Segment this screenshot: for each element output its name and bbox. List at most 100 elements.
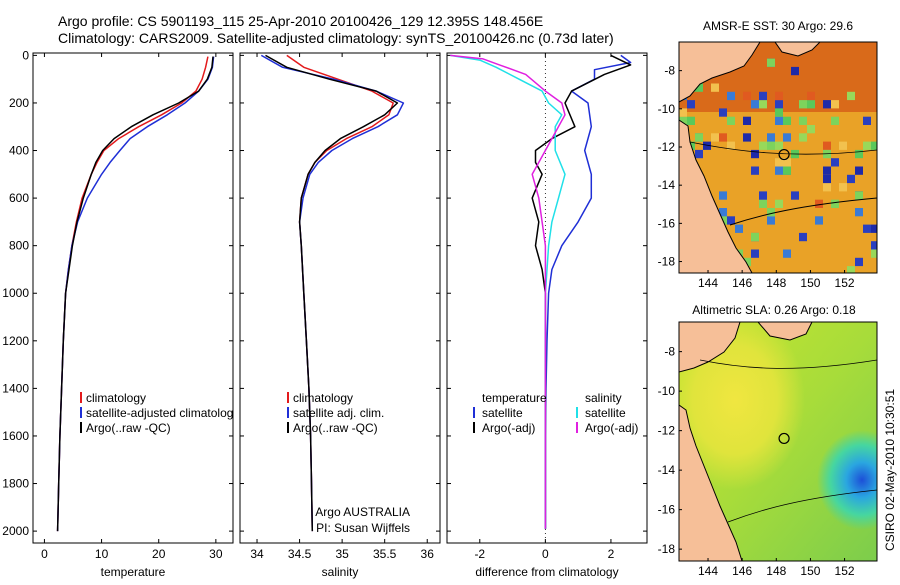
salinity-xlabel: salinity [322, 565, 359, 579]
depth-tick-label: 2000 [2, 524, 29, 538]
sst-map-frame [678, 41, 878, 274]
sst-cell [823, 174, 831, 184]
sst-cell [783, 166, 791, 175]
sst-cell [783, 249, 791, 258]
sst-cell [855, 191, 863, 200]
salinity-legend-label: climatology [293, 391, 353, 405]
sst-cell [695, 133, 703, 142]
sst-cell [727, 116, 735, 125]
sst-cell [775, 108, 783, 117]
depth-tick-label: 1200 [2, 334, 29, 348]
header-line-1: Argo profile: CS 5901193_115 25-Apr-2010… [58, 13, 543, 29]
sst-cell [847, 174, 855, 184]
sst-cell [775, 91, 783, 101]
argo-annotation-org: Argo AUSTRALIA [315, 505, 410, 519]
sst-cell [799, 232, 807, 242]
depth-tick-label: 1000 [2, 286, 29, 300]
sst-cell [703, 141, 711, 150]
sst-cell [847, 266, 855, 273]
map-ytick-label: -14 [658, 178, 676, 192]
sst-cell [871, 241, 877, 250]
sst-cell [863, 141, 871, 150]
map-xtick-label: 146 [732, 564, 752, 578]
map-ytick-label: -8 [664, 64, 675, 78]
map-ytick-label: -8 [664, 345, 675, 359]
sst-cell [791, 66, 799, 76]
sst-cell [831, 116, 839, 125]
map-xtick-label: 146 [732, 276, 752, 290]
sst-cell [775, 100, 783, 109]
sst-cell [735, 224, 743, 233]
sst-cell [719, 208, 727, 217]
sst-cell [767, 58, 775, 67]
sst-cell [799, 133, 807, 142]
sst-land-island [774, 42, 821, 57]
map-ytick-label: -14 [658, 463, 676, 477]
difference-legend-label: Argo(-adj) [482, 421, 535, 435]
sla-land-island [757, 322, 813, 341]
sst-cell [743, 116, 751, 125]
panel-difference: -2 0 2 difference from climatology temperatu… [446, 52, 648, 579]
map-xtick-label: 150 [800, 564, 820, 578]
difference-xtick-label: 2 [608, 547, 615, 561]
sst-cell [751, 249, 759, 258]
sst-cell [823, 100, 831, 109]
map-xtick-label: 152 [835, 276, 855, 290]
map-xtick-label: 144 [698, 276, 718, 290]
sst-cell [871, 224, 877, 233]
sst-cell [823, 183, 831, 192]
sst-cell [719, 133, 727, 142]
sst-map-title: AMSR-E SST: 30 Argo: 29.6 [703, 19, 853, 33]
salinity-xtick-label: 35.5 [373, 547, 397, 561]
salinity-xtick-label: 34.5 [288, 547, 312, 561]
map-xtick-label: 152 [835, 564, 855, 578]
header-line-2: Climatology: CARS2009. Satellite-adjuste… [58, 30, 614, 46]
sst-cell [839, 183, 847, 192]
sla-map-title: Altimetric SLA: 0.26 Argo: 0.18 [692, 303, 856, 317]
map-ytick-label: -16 [658, 503, 676, 517]
temperature-series-argorawqc [56, 56, 214, 532]
sst-cell [839, 141, 847, 150]
temperature-legend-label: Argo(..raw -QC) [86, 421, 171, 435]
sst-cell [751, 149, 759, 159]
temperature-frame [32, 52, 234, 544]
difference-legend-label: Argo(-adj) [585, 421, 638, 435]
map-xtick-label: 144 [698, 564, 718, 578]
difference-legend-label: satellite [585, 406, 626, 420]
difference-legend-heading: temperature [482, 391, 547, 405]
sst-cell [759, 199, 767, 208]
temperature-xtick-label: 10 [95, 547, 109, 561]
sla-argo-marker [778, 432, 790, 445]
sla-shelf-line [699, 359, 877, 369]
map-ytick-label: -10 [658, 102, 676, 116]
sst-cell [855, 149, 863, 159]
sst-cell [775, 116, 783, 125]
map-ytick-label: -18 [658, 542, 676, 556]
sst-cell [831, 199, 839, 208]
profile-panels: 0 10 20 30020040060080010001200140016001800… [2, 48, 648, 579]
sst-cell [695, 83, 703, 92]
difference-xtick-label: -2 [474, 547, 485, 561]
depth-tick-label: 400 [9, 144, 29, 158]
salinity-xtick-label: 35 [335, 547, 349, 561]
sst-cell [759, 191, 767, 200]
sst-shelf-line [689, 141, 877, 155]
sla-map-panel: Altimetric SLA: 0.26 Argo: 0.18 144 146 14… [658, 303, 878, 578]
salinity-series-argorawqc [265, 54, 399, 532]
temperature-legend-label: climatology [86, 391, 146, 405]
temperature-legend-label: satellite-adjusted climatolog [86, 406, 233, 420]
difference-xtick-label: 0 [542, 547, 549, 561]
sst-cell [743, 91, 751, 101]
sst-cell [767, 133, 775, 142]
sst-cell [815, 216, 823, 225]
sst-cell [791, 191, 799, 200]
salinity-legend-label: satellite adj. clim. [293, 406, 384, 420]
sst-land-north [679, 42, 761, 103]
map-xtick-label: 148 [766, 564, 786, 578]
sst-cell [727, 91, 735, 101]
sst-cell [871, 249, 877, 258]
map-ytick-label: -10 [658, 384, 676, 398]
sst-cell [679, 108, 687, 117]
salinity-frame [239, 52, 441, 544]
sst-cell [855, 257, 863, 267]
